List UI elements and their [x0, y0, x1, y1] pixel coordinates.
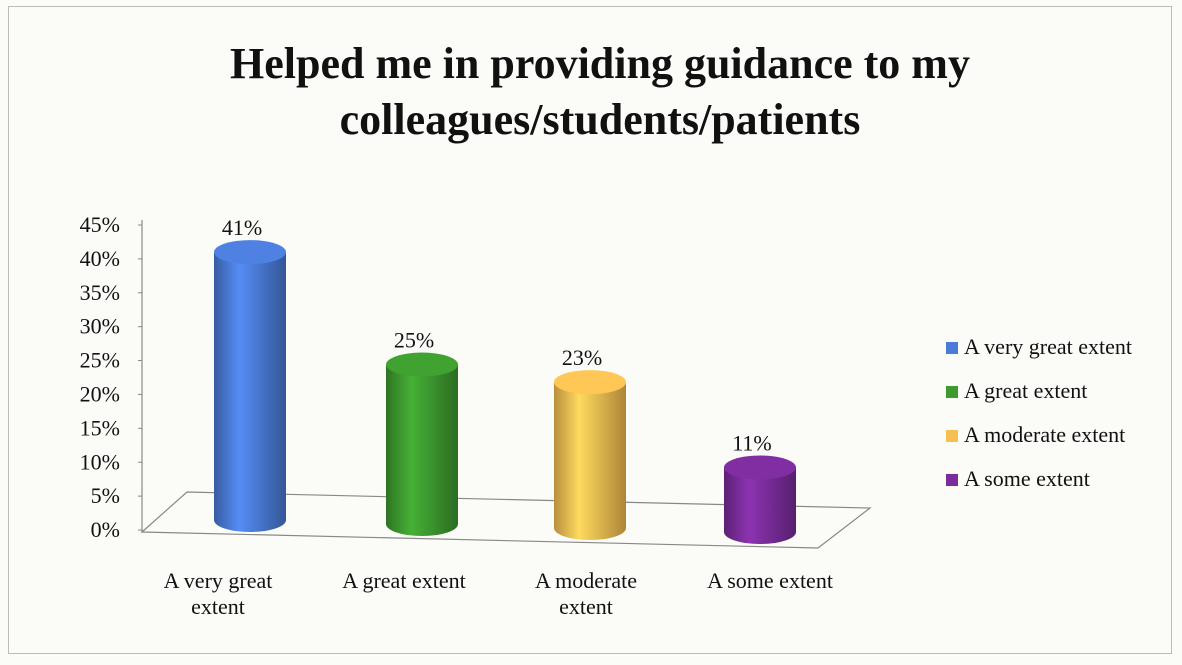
x-tick-label: A great extent — [342, 568, 466, 593]
bar-top — [214, 240, 286, 265]
y-tick-label: 40% — [80, 246, 120, 271]
bar-top — [386, 352, 458, 377]
value-label: 41% — [222, 215, 262, 240]
legend-swatch — [946, 430, 958, 442]
y-tick-label: 35% — [80, 280, 120, 305]
y-tick-label: 30% — [80, 314, 120, 339]
legend-label: A moderate extent — [964, 422, 1125, 447]
floor — [140, 491, 872, 549]
bar — [214, 252, 286, 532]
y-tick-label: 20% — [80, 381, 120, 406]
value-label: 23% — [562, 345, 602, 370]
bar-top — [724, 455, 796, 480]
value-label: 11% — [732, 430, 772, 455]
legend-label: A great extent — [964, 378, 1087, 403]
bar — [724, 467, 796, 544]
value-label: 25% — [394, 328, 434, 353]
x-tick-label: A some extent — [707, 568, 833, 593]
bar — [554, 382, 626, 540]
y-tick-label: 45% — [80, 212, 120, 237]
legend-label: A some extent — [964, 466, 1090, 491]
chart-frame — [8, 6, 1172, 654]
legend-swatch — [946, 386, 958, 398]
x-tick-label: A very great extent — [163, 568, 273, 619]
y-tick-label: 15% — [80, 415, 120, 440]
x-tick-label: A moderate extent — [534, 568, 638, 619]
bar-top — [554, 370, 626, 395]
legend-swatch — [946, 474, 958, 486]
legend-swatch — [946, 342, 958, 354]
y-tick-label: 25% — [80, 348, 120, 373]
chart-title: Helped me in providing guidance to my co… — [230, 39, 970, 144]
legend-label: A very great extent — [964, 334, 1132, 359]
bar — [386, 364, 458, 536]
y-tick-label: 5% — [91, 483, 120, 508]
y-tick-label: 0% — [91, 517, 120, 542]
y-tick-label: 10% — [80, 449, 120, 474]
